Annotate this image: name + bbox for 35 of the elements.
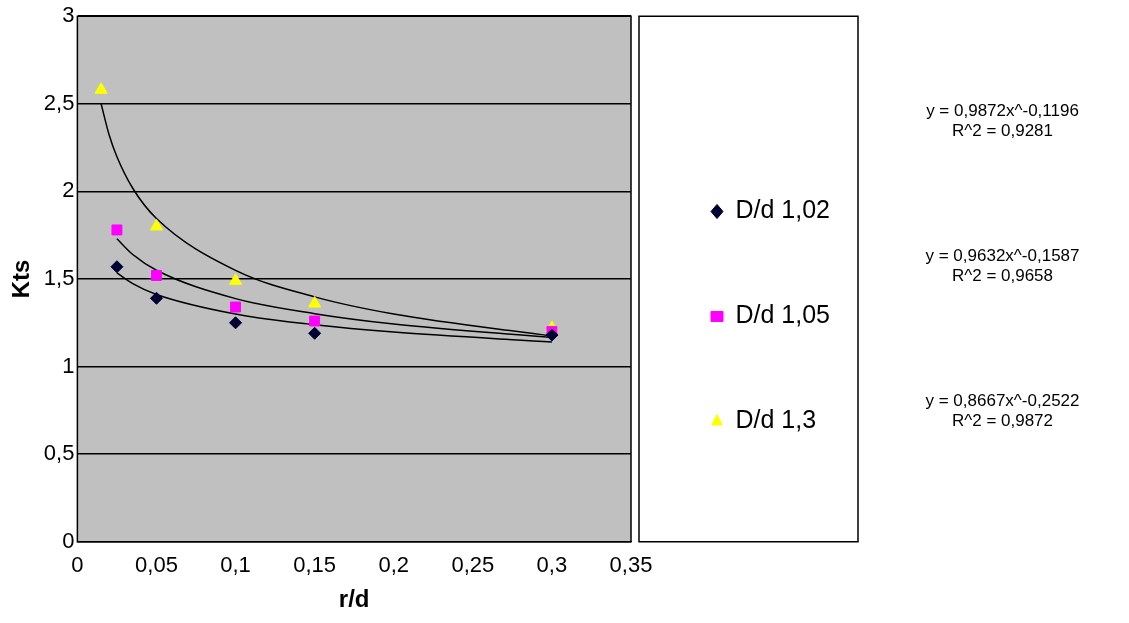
legend-label: D/d 1,3 <box>735 405 817 434</box>
y-axis-title: Kts <box>7 259 35 299</box>
point <box>308 296 322 308</box>
point <box>110 260 124 274</box>
x-tick-label: 0,25 <box>451 552 495 578</box>
x-tick-label: 0,15 <box>293 552 337 578</box>
y-tick-label: 3 <box>62 2 75 28</box>
point <box>309 315 321 327</box>
x-tick-label: 0,05 <box>135 552 178 578</box>
point <box>545 328 559 342</box>
text: y = 0,8667x^-0,2522 R^2 = 0,9872 <box>924 391 1081 432</box>
legend-label: D/d 1,02 <box>735 195 831 224</box>
x-tick-label: 0,35 <box>609 552 653 578</box>
y-tick-label: 2 <box>62 177 75 203</box>
point <box>229 273 243 285</box>
x-axis-title: r/d <box>338 585 370 613</box>
text: y = 0,9872x^-0,1196 R^2 = 0,9281 <box>925 101 1080 142</box>
y-tick-label: 0 <box>62 527 75 553</box>
point <box>94 82 108 94</box>
y-tick-label: 2,5 <box>43 89 75 115</box>
x-tick-label: 0,2 <box>378 552 410 578</box>
legend-label: D/d 1,05 <box>735 300 831 329</box>
point <box>111 224 123 236</box>
point <box>229 316 243 330</box>
x-tick-label: 0,3 <box>536 552 568 578</box>
x-tick-label: 0,1 <box>220 552 251 578</box>
y-tick-label: 1 <box>62 352 75 378</box>
point <box>230 301 242 313</box>
point <box>149 291 163 305</box>
text: y = 0,9632x^-0,1587 R^2 = 0,9658 <box>924 246 1081 287</box>
y-tick-label: 1,5 <box>43 265 75 291</box>
point <box>308 326 322 340</box>
point <box>149 218 164 231</box>
y-tick-label: 0,5 <box>43 440 75 466</box>
point <box>151 270 162 281</box>
